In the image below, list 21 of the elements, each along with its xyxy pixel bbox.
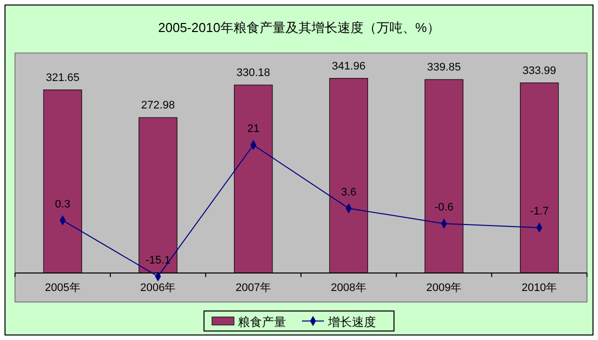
- data-label: 272.98: [141, 100, 175, 112]
- x-tick-label: 2010年: [522, 282, 558, 294]
- x-tick-label: 2009年: [426, 282, 462, 294]
- data-label: -1.7: [530, 206, 549, 218]
- data-label: 339.85: [427, 62, 461, 74]
- legend-label: 增长速度: [327, 315, 376, 329]
- data-label: 341.96: [332, 60, 366, 72]
- data-label: 321.65: [46, 72, 80, 84]
- data-label: 3.6: [341, 186, 356, 198]
- data-label: 21: [247, 123, 260, 135]
- data-label: -0.6: [434, 202, 454, 214]
- legend-label: 粮食产量: [238, 315, 286, 329]
- data-label: -15.1: [145, 254, 171, 266]
- x-tick-label: 2005年: [44, 282, 80, 294]
- x-tick-label: 2006年: [140, 282, 176, 294]
- x-tick-label: 2007年: [236, 282, 272, 294]
- data-label: 0.3: [55, 198, 70, 210]
- chart-title: 2005-2010年粮食产量及其增长速度（万吨、%）: [158, 20, 440, 35]
- x-tick-label: 2008年: [330, 282, 366, 294]
- data-label: 333.99: [522, 64, 556, 77]
- data-label: 330.18: [236, 67, 270, 80]
